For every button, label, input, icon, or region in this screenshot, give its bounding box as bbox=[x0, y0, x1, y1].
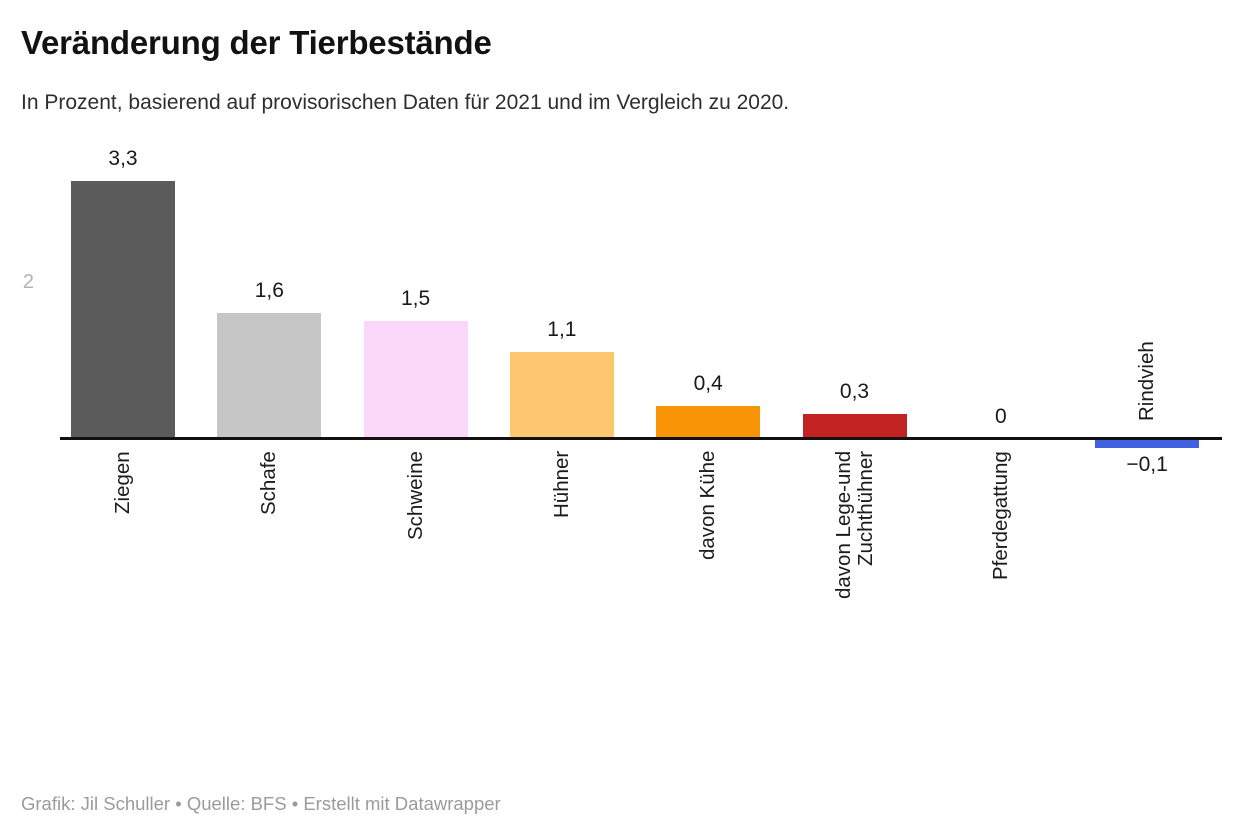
bar-value-label: 1,6 bbox=[254, 278, 284, 302]
plot-area: 2 3,3 Ziegen 1,6 Schafe 1,5 Schweine 1,1 Hühner 0… bbox=[22, 146, 1222, 600]
category-label: davon Kühe bbox=[696, 451, 720, 561]
category-label: Ziegen bbox=[111, 451, 134, 514]
bar-value-label: 1,5 bbox=[400, 286, 431, 310]
footer-credits: Grafik: Jil Schuller • Quelle: BFS • Ers… bbox=[21, 793, 501, 814]
category-label: davon Lege-und Zuchthühner bbox=[831, 451, 877, 600]
bar-value-label: 0,4 bbox=[693, 371, 723, 395]
category-label: Rindvieh bbox=[1135, 341, 1159, 421]
bar-value-label: −0,1 bbox=[1126, 452, 1168, 476]
bar-value-label: 0 bbox=[994, 405, 1007, 428]
category-label: Hühner bbox=[549, 451, 573, 519]
bar bbox=[509, 351, 614, 437]
bar bbox=[802, 413, 907, 437]
chart-title: Veränderung der Tierbestände bbox=[21, 24, 492, 61]
bar-value-label: 1,1 bbox=[547, 317, 577, 341]
category-label: Schweine bbox=[403, 451, 427, 540]
bar bbox=[1095, 440, 1200, 448]
bar bbox=[656, 405, 761, 437]
bar bbox=[217, 312, 322, 437]
category-label: Pferdegattung bbox=[988, 451, 1012, 580]
bar bbox=[71, 180, 175, 437]
x-axis-line bbox=[60, 437, 1222, 440]
bar-value-label: 3,3 bbox=[108, 146, 138, 170]
category-label: Schafe bbox=[257, 451, 281, 515]
y-axis-tick-label: 2 bbox=[22, 270, 34, 293]
bar bbox=[363, 320, 468, 437]
chart-subtitle: In Prozent, basierend auf provisorischen… bbox=[21, 91, 790, 114]
bar-value-label: 0,3 bbox=[839, 379, 870, 403]
